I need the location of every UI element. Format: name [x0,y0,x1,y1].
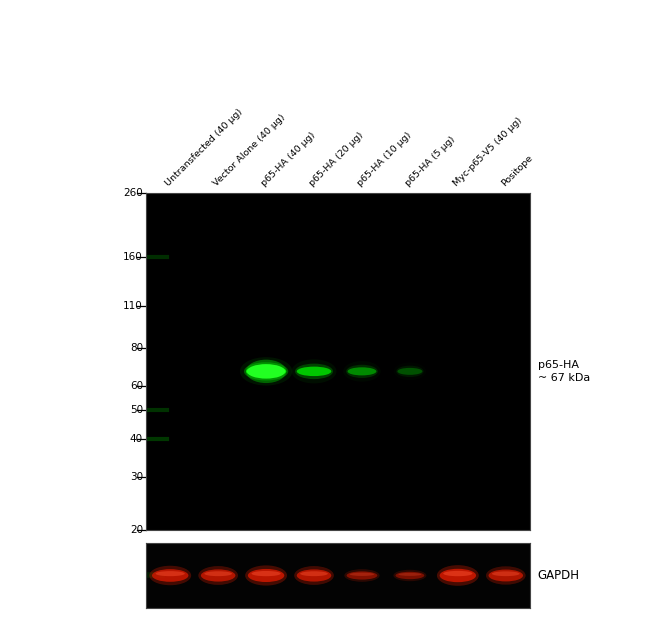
Ellipse shape [443,571,473,576]
Text: Positope: Positope [499,153,534,188]
Ellipse shape [396,366,424,377]
Text: 40: 40 [130,434,143,444]
Ellipse shape [395,572,424,579]
Ellipse shape [350,573,374,576]
Text: Untransfected (40 μg): Untransfected (40 μg) [164,107,244,188]
Ellipse shape [204,571,232,576]
Ellipse shape [152,569,188,582]
Ellipse shape [201,570,235,581]
Ellipse shape [244,362,288,381]
Ellipse shape [252,571,281,576]
Ellipse shape [300,571,328,576]
Ellipse shape [297,367,332,376]
Text: p65-HA (20 μg): p65-HA (20 μg) [307,131,365,188]
Ellipse shape [248,569,284,582]
Text: 110: 110 [124,301,143,311]
Ellipse shape [292,359,337,383]
Text: 60: 60 [130,381,143,391]
Text: 20: 20 [130,525,143,536]
Ellipse shape [150,566,191,585]
Ellipse shape [198,566,238,585]
Text: p65-HA (5 μg): p65-HA (5 μg) [404,134,457,188]
Ellipse shape [246,366,286,377]
Ellipse shape [348,367,376,376]
Text: 30: 30 [130,472,143,482]
Ellipse shape [240,357,292,386]
Ellipse shape [245,565,287,586]
Text: 80: 80 [130,343,143,353]
Text: Myc-p65-V5 (40 μg): Myc-p65-V5 (40 μg) [452,116,524,188]
Ellipse shape [393,570,426,581]
Ellipse shape [439,569,476,582]
Ellipse shape [297,570,332,581]
Ellipse shape [489,570,523,581]
Ellipse shape [344,569,380,582]
Ellipse shape [155,571,185,576]
Text: 50: 50 [130,405,143,415]
Text: p65-HA
~ 67 kDa: p65-HA ~ 67 kDa [538,360,590,383]
Ellipse shape [346,572,377,579]
Ellipse shape [346,365,378,378]
Text: 160: 160 [124,252,143,262]
Ellipse shape [486,566,526,584]
Ellipse shape [246,359,286,383]
Text: p65-HA (10 μg): p65-HA (10 μg) [356,131,413,188]
Ellipse shape [492,572,519,576]
Ellipse shape [397,368,422,375]
Text: GAPDH: GAPDH [538,569,580,582]
Text: Vector Alone (40 μg): Vector Alone (40 μg) [212,113,287,188]
Ellipse shape [398,573,421,576]
Ellipse shape [295,363,333,379]
Text: 260: 260 [124,188,143,198]
Ellipse shape [247,364,285,379]
Ellipse shape [437,565,479,586]
Ellipse shape [294,566,334,585]
Text: p65-HA (40 μg): p65-HA (40 μg) [260,131,317,188]
